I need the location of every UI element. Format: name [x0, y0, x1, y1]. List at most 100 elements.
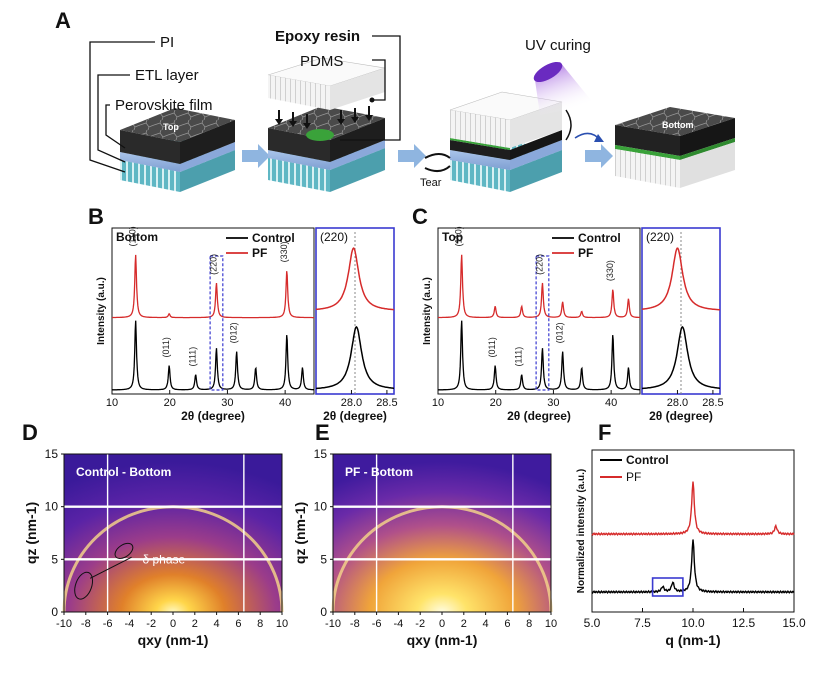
peak-label: (111): [188, 347, 198, 367]
y-tick-label: 10: [314, 500, 328, 514]
x-tick-label: 0: [170, 618, 176, 630]
layer-callouts: [89, 41, 155, 173]
y-tick-label: 5: [320, 552, 327, 566]
x-tick-label: -8: [81, 618, 91, 630]
x-tick-label: 30: [221, 397, 233, 409]
chart-title: Top: [442, 230, 463, 244]
y-axis-label: Intensity (a.u.): [96, 277, 107, 345]
x-tick-label: 2: [192, 618, 198, 630]
legend-label-pf: PF: [626, 470, 641, 484]
x-tick-label: 7.5: [634, 616, 651, 630]
legend-label-control: Control: [252, 231, 295, 245]
x-axis-label: qxy (nm-1): [138, 632, 209, 648]
peak-label: (330): [279, 241, 289, 262]
y-tick-label: 0: [51, 605, 58, 619]
highlight-box: [651, 577, 684, 597]
inset-frame: [315, 227, 395, 395]
inset-frame: [641, 227, 721, 395]
legend-label-pf: PF: [578, 246, 593, 260]
x-tick-label: 10.0: [681, 616, 705, 630]
legend-label-pf: PF: [252, 246, 267, 260]
xrd-chart-top: Intensity (a.u.) 10 20 30 40 2θ (degree) Top Co…: [422, 226, 724, 423]
top-label: Top: [163, 122, 179, 132]
giwaxs-pf-bottom: PF - Bottom -10 -8 -6 -4 -2 0 2 4 6 8 10 0 5 10 15 qxy (…: [292, 447, 557, 648]
device-stack-1: Top: [120, 108, 235, 192]
arrow-icon: [242, 144, 270, 168]
inset-tick-label: 28.0: [667, 397, 688, 409]
etl-label: ETL layer: [135, 67, 199, 84]
giwaxs-control-bottom: Control - Bottom δ phase -10 -8 -6 -4 -2 0 2 4 6 8 1…: [23, 447, 288, 648]
inset-label: (220): [646, 230, 674, 244]
x-tick-label: 5.0: [584, 616, 601, 630]
tear-label: Tear: [420, 177, 442, 189]
x-tick-label: 10: [432, 397, 444, 409]
delta-phase-marker: [74, 571, 94, 600]
x-tick-label: 20: [490, 397, 502, 409]
inset-line-control: [641, 325, 720, 390]
x-tick-label: 20: [164, 397, 176, 409]
inset-tick-label: 28.0: [341, 397, 362, 409]
plot-frame: [591, 449, 795, 613]
x-tick-label: 10: [276, 618, 288, 630]
panel-letter-d: D: [22, 420, 38, 445]
bottom-label: Bottom: [662, 120, 694, 130]
annotation-pointer: [89, 556, 132, 579]
epoxy-label: Epoxy resin: [275, 28, 360, 45]
x-tick-label: -4: [394, 618, 404, 630]
arrow-icon: [585, 144, 613, 168]
series-line-control: [438, 320, 640, 391]
panel-letter-c: C: [412, 204, 428, 229]
device-stack-3: [449, 91, 572, 192]
y-axis-label: Intensity (a.u.): [422, 277, 433, 345]
device-stack-2: [267, 57, 386, 192]
x-tick-label: 4: [483, 618, 489, 630]
plot-frame: [437, 227, 641, 395]
x-tick-label: 10: [106, 397, 118, 409]
y-tick-label: 15: [314, 447, 328, 461]
x-tick-label: 2: [461, 618, 467, 630]
y-axis-label: qz (nm-1): [23, 502, 39, 564]
x-tick-label: 6: [504, 618, 510, 630]
peak-label: (012): [229, 322, 239, 343]
y-axis-label: Normalized intensity (a.u.): [576, 469, 587, 593]
x-tick-label: -2: [415, 618, 425, 630]
y-tick-label: 10: [45, 500, 59, 514]
series-line-control: [112, 320, 314, 391]
series-line-pf: [438, 254, 640, 319]
y-axis-label: qz (nm-1): [292, 502, 308, 564]
peak-label: (330): [605, 260, 615, 281]
peak-label: (111): [514, 347, 524, 367]
y-tick-label: 15: [45, 447, 59, 461]
x-tick-label: -8: [350, 618, 360, 630]
tear-icon: [424, 153, 451, 172]
pi-label: PI: [160, 34, 174, 51]
x-tick-label: 40: [279, 397, 291, 409]
highlight-box: [209, 255, 224, 391]
chart-title: Bottom: [116, 230, 158, 244]
xrd-chart-bottom: Intensity (a.u.) 10 20 30 40 2θ (degree) Botto…: [96, 226, 398, 423]
x-axis-label: q (nm-1): [665, 632, 720, 648]
panel-letter-f: F: [598, 420, 611, 445]
uv-label: UV curing: [525, 37, 591, 54]
inset-line-pf: [641, 247, 721, 311]
inset-x-axis-label: 2θ (degree): [323, 409, 387, 423]
inset-label: (220): [320, 230, 348, 244]
inset-tick-label: 28.5: [376, 397, 397, 409]
x-tick-label: -10: [56, 618, 72, 630]
delta-phase-marker: [114, 542, 134, 559]
series-line-control: [591, 539, 795, 595]
x-tick-label: 0: [439, 618, 445, 630]
plot-frame: [111, 227, 315, 395]
panel-letter-a: A: [55, 8, 71, 33]
legend-label-control: Control: [626, 453, 669, 467]
radial-profile-chart: Control PF 5.0 7.5 10.0 12.5 15.0 q (nm-1) Norma…: [576, 449, 806, 648]
x-tick-label: 40: [605, 397, 617, 409]
annotation-label: δ phase: [142, 553, 185, 567]
x-tick-label: 15.0: [782, 616, 806, 630]
inset-x-axis-label: 2θ (degree): [649, 409, 713, 423]
panel-letter-e: E: [315, 420, 330, 445]
inset-line-pf: [315, 247, 394, 311]
inset-line-control: [315, 325, 394, 390]
inset-tick-label: 28.5: [702, 397, 723, 409]
y-tick-label: 0: [320, 605, 327, 619]
